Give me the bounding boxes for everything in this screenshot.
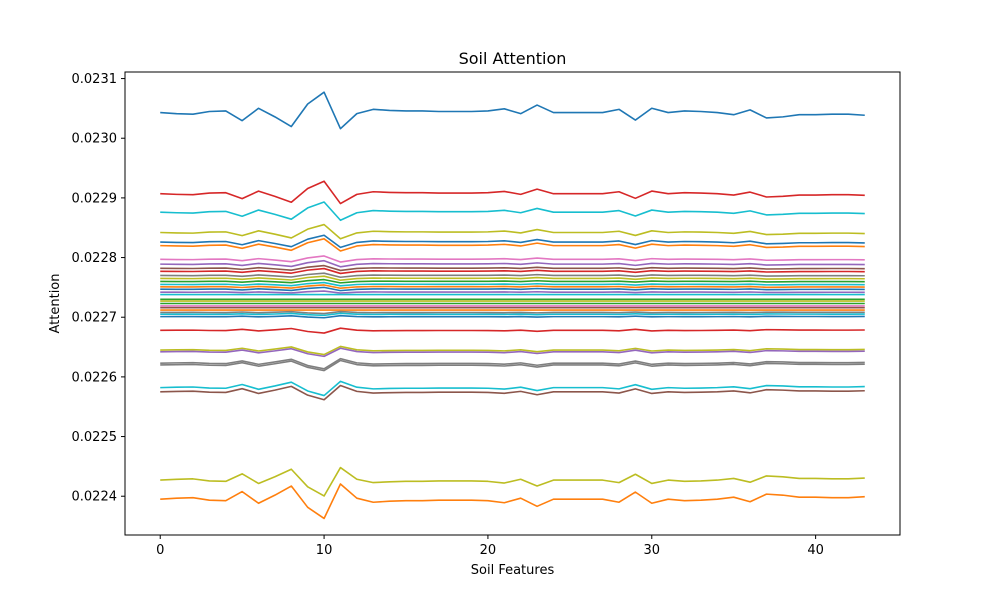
series-line-10 bbox=[160, 267, 865, 275]
series-line-33 bbox=[160, 380, 865, 397]
series-line-35 bbox=[160, 466, 865, 497]
series-line-26 bbox=[160, 312, 865, 317]
series-line-31 bbox=[160, 357, 865, 370]
x-tick-label: 10 bbox=[316, 543, 333, 558]
series-line-12 bbox=[160, 275, 865, 282]
series-line-32 bbox=[160, 359, 865, 372]
series-layer bbox=[160, 91, 865, 520]
series-line-30 bbox=[160, 347, 865, 358]
x-axis-ticks: 0 10 20 30 40 bbox=[156, 535, 824, 558]
series-line-29 bbox=[160, 345, 865, 356]
series-line-14 bbox=[160, 281, 865, 287]
chart-title: Soil Attention bbox=[459, 49, 567, 68]
y-tick-label: 0.0229 bbox=[72, 191, 118, 206]
series-line-9 bbox=[160, 264, 865, 272]
series-line-3 bbox=[160, 201, 865, 222]
y-axis-ticks: 0.0224 0.0225 0.0226 0.0227 0.0228 0.0229 0.02… bbox=[72, 72, 125, 505]
x-tick-label: 20 bbox=[480, 543, 497, 558]
series-line-8 bbox=[160, 259, 865, 268]
x-tick-label: 40 bbox=[807, 543, 824, 558]
series-line-13 bbox=[160, 278, 865, 284]
x-tick-label: 0 bbox=[156, 543, 164, 558]
series-line-7 bbox=[160, 255, 865, 263]
series-line-4 bbox=[160, 223, 865, 240]
plot-frame bbox=[124, 71, 901, 536]
series-line-5 bbox=[160, 234, 865, 249]
series-line-6 bbox=[160, 238, 865, 252]
series-line-17 bbox=[160, 290, 865, 294]
series-line-11 bbox=[160, 272, 865, 279]
y-tick-label: 0.0231 bbox=[72, 72, 118, 87]
y-tick-label: 0.0224 bbox=[72, 490, 118, 505]
y-tick-label: 0.0227 bbox=[72, 311, 118, 326]
series-line-27 bbox=[160, 314, 865, 319]
series-line-34 bbox=[160, 384, 865, 401]
y-tick-label: 0.0230 bbox=[72, 132, 118, 147]
x-axis-label: Soil Features bbox=[471, 563, 555, 578]
series-line-16 bbox=[160, 286, 865, 292]
x-tick-label: 30 bbox=[643, 543, 660, 558]
y-tick-label: 0.0228 bbox=[72, 251, 118, 266]
y-tick-label: 0.0225 bbox=[72, 430, 118, 445]
series-line-36 bbox=[160, 483, 865, 520]
series-line-28 bbox=[160, 327, 865, 334]
series-line-15 bbox=[160, 284, 865, 290]
y-tick-label: 0.0226 bbox=[72, 370, 118, 385]
y-axis-label: Attention bbox=[48, 274, 63, 334]
series-line-2 bbox=[160, 180, 865, 205]
series-line-1 bbox=[160, 91, 865, 130]
series-line-25 bbox=[160, 310, 865, 315]
